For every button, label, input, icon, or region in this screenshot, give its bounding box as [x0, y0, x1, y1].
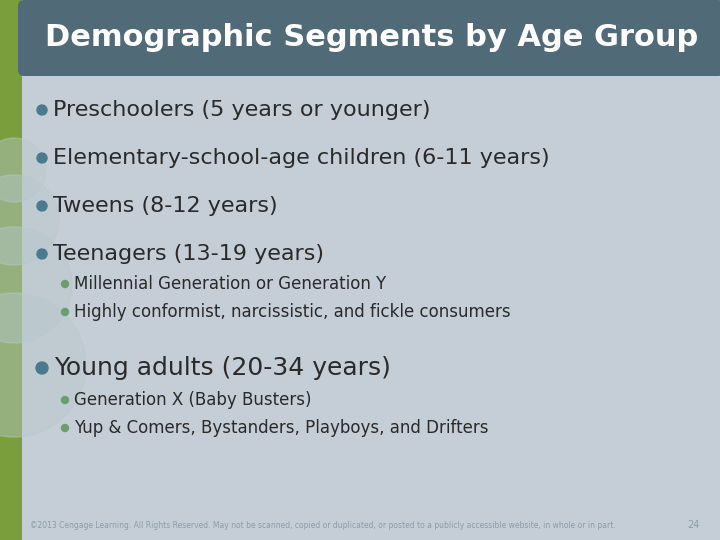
Bar: [0, 0, 22, 540]
Circle shape: [0, 138, 46, 202]
Circle shape: [36, 362, 48, 374]
Circle shape: [0, 175, 59, 265]
Circle shape: [37, 249, 47, 259]
Circle shape: [0, 227, 72, 343]
Text: Millennial Generation or Generation Y: Millennial Generation or Generation Y: [74, 275, 387, 293]
Text: Teenagers (13-19 years): Teenagers (13-19 years): [53, 244, 324, 264]
Text: Highly conformist, narcissistic, and fickle consumers: Highly conformist, narcissistic, and fic…: [74, 303, 511, 321]
Circle shape: [37, 153, 47, 163]
Text: Tweens (8-12 years): Tweens (8-12 years): [53, 196, 278, 216]
Circle shape: [61, 396, 68, 403]
Circle shape: [0, 293, 86, 437]
Circle shape: [61, 424, 68, 431]
Text: Elementary-school-age children (6-11 years): Elementary-school-age children (6-11 yea…: [53, 148, 549, 168]
FancyBboxPatch shape: [18, 0, 720, 76]
Text: ©2013 Cengage Learning. All Rights Reserved. May not be scanned, copied or dupli: ©2013 Cengage Learning. All Rights Reser…: [30, 521, 616, 530]
Circle shape: [37, 201, 47, 211]
Text: Yup & Comers, Bystanders, Playboys, and Drifters: Yup & Comers, Bystanders, Playboys, and …: [74, 419, 489, 437]
Text: Preschoolers (5 years or younger): Preschoolers (5 years or younger): [53, 100, 431, 120]
Circle shape: [61, 308, 68, 315]
Text: Demographic Segments by Age Group: Demographic Segments by Age Group: [45, 24, 698, 52]
Circle shape: [61, 280, 68, 287]
Circle shape: [37, 105, 47, 115]
Text: Generation X (Baby Busters): Generation X (Baby Busters): [74, 391, 312, 409]
Text: Young adults (20-34 years): Young adults (20-34 years): [54, 356, 391, 380]
Text: 24: 24: [688, 520, 700, 530]
